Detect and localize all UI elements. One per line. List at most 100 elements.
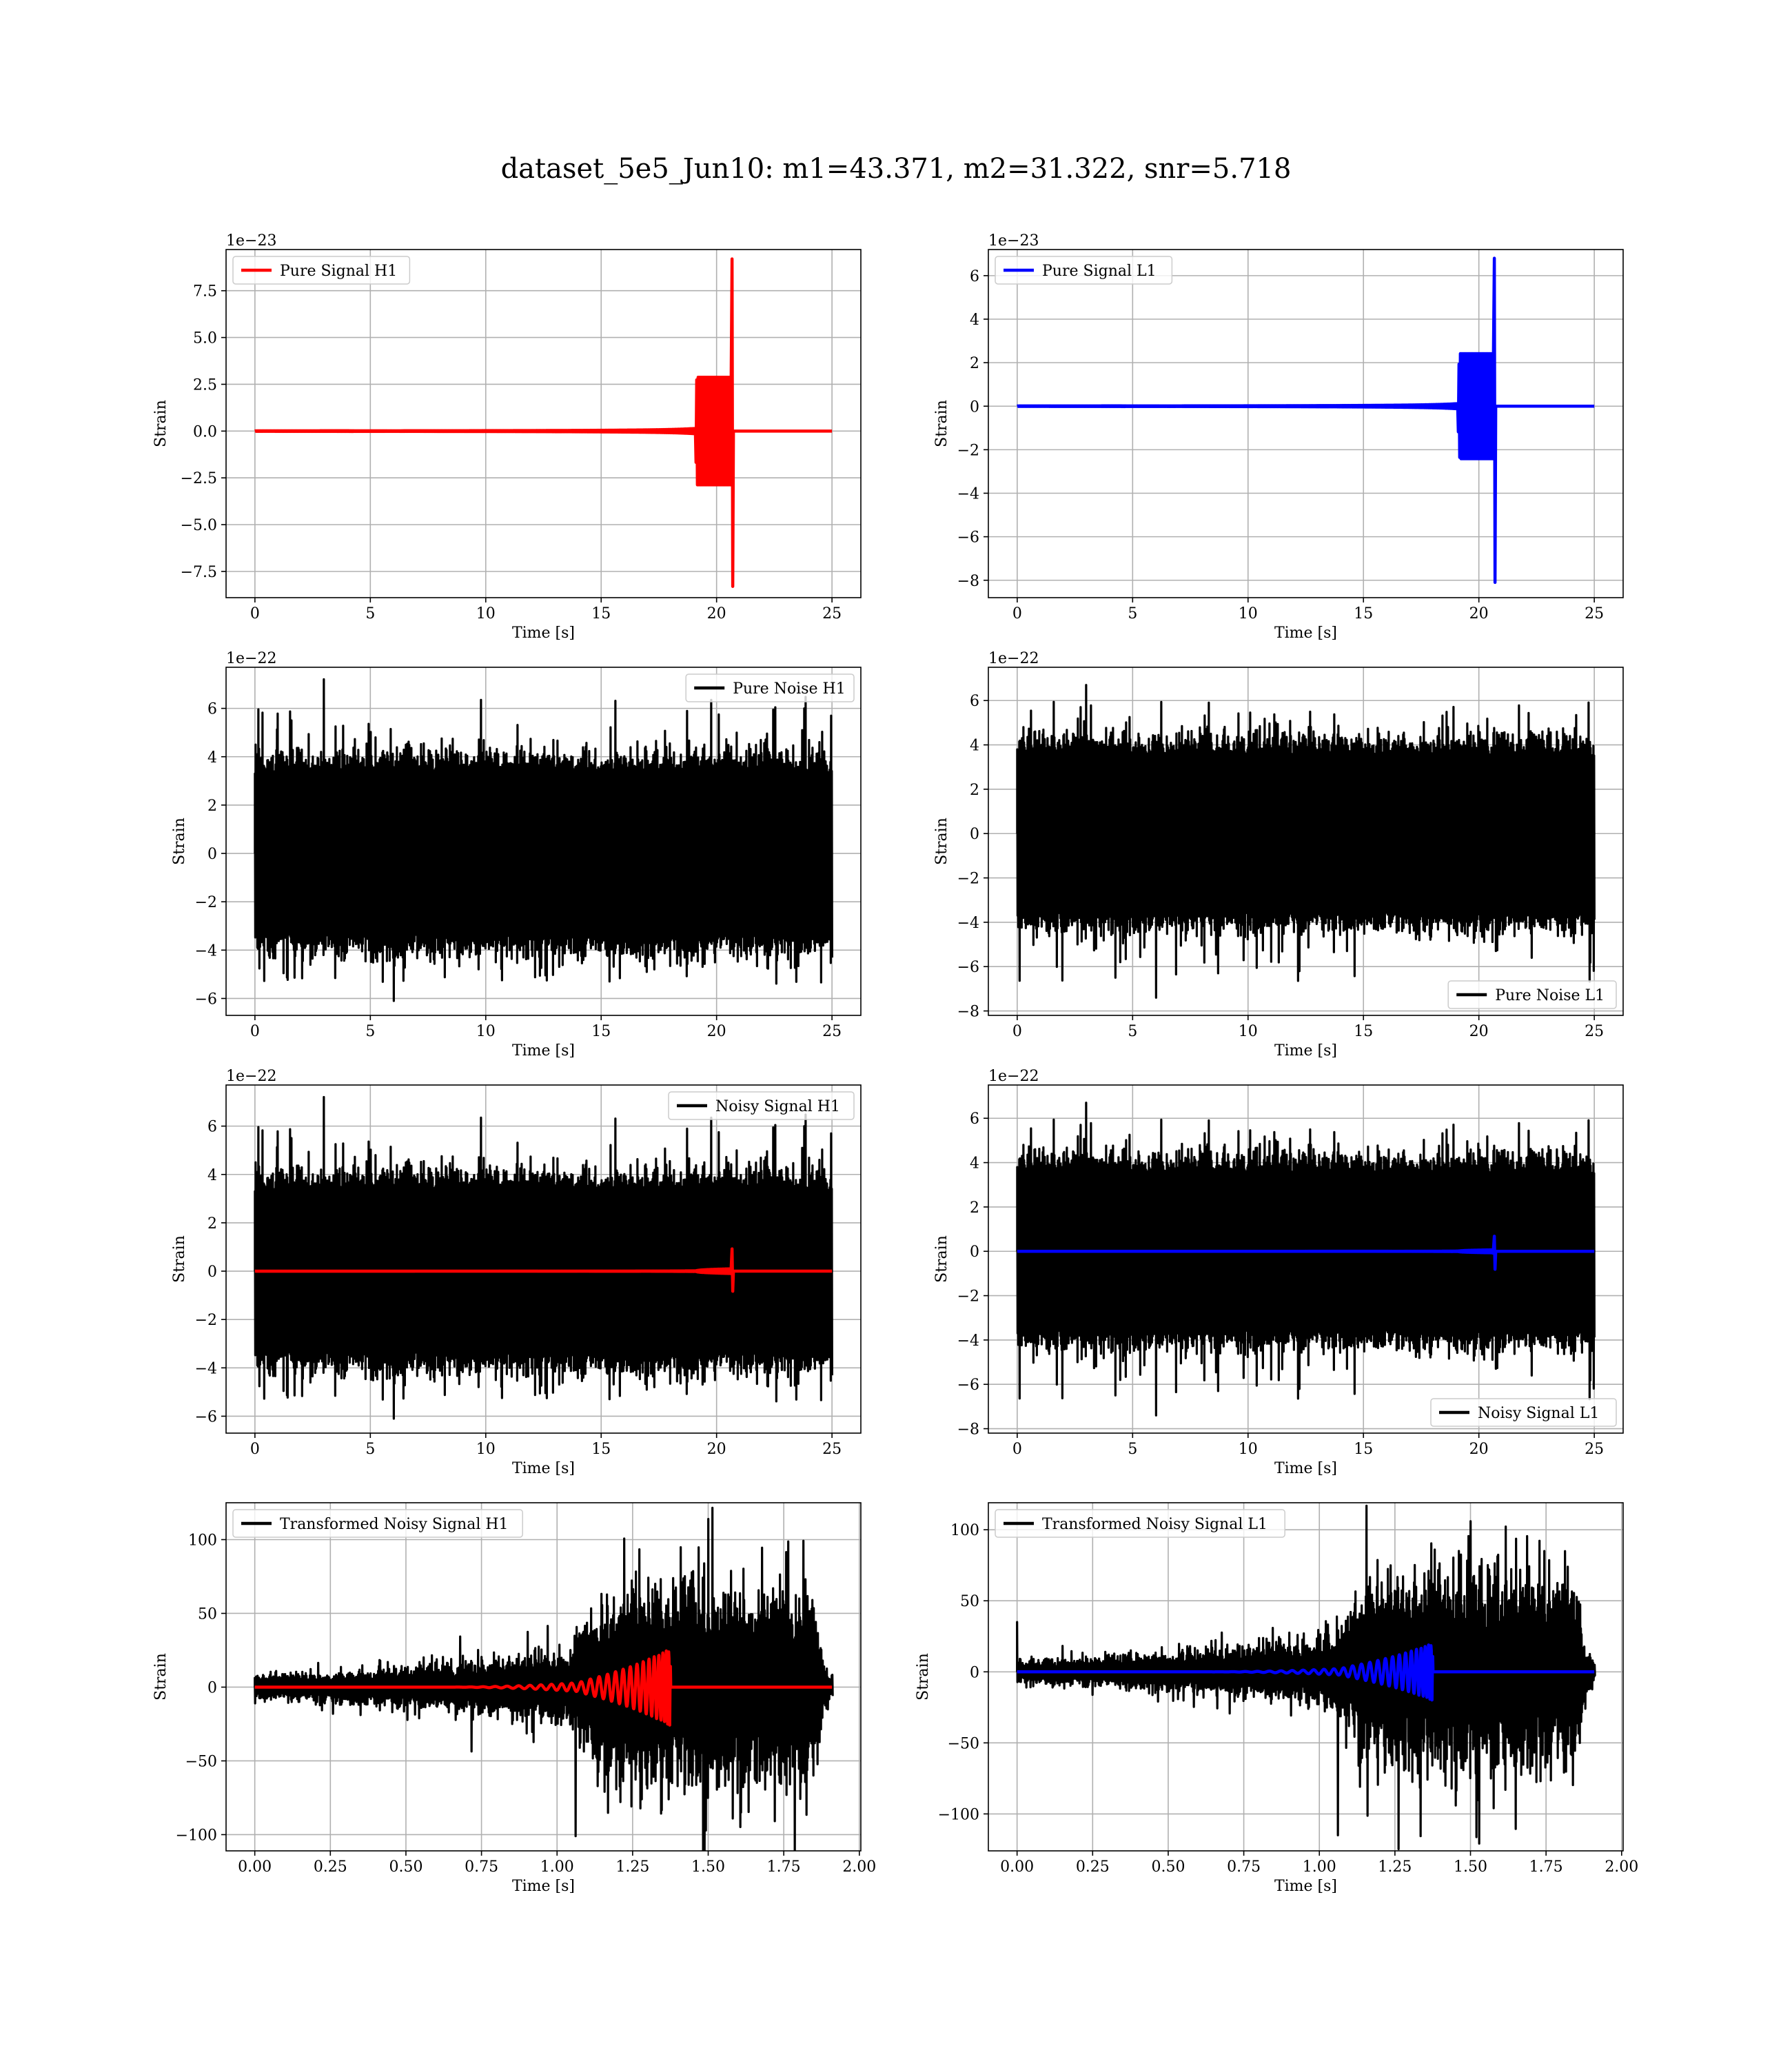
y-tick-label: −6 [195,1408,217,1426]
y-tick-label: 5.0 [193,330,217,347]
y-offset-text: 1e−22 [226,650,276,667]
chart-panel-7: 0.00 0.25 0.50 0.75 1.00 1.25 1.50 1.75 2.00 −100… [152,1502,876,1895]
x-tick-label: 15 [591,1023,611,1040]
series-group [1016,1504,1596,1850]
legend-label: Pure Noise H1 [733,680,846,698]
legend-label: Transformed Noisy Signal L1 [1042,1516,1267,1533]
series-group [1016,1102,1596,1417]
legend-box [1430,1398,1617,1427]
y-tick-label: −50 [948,1735,979,1752]
legend-label: Noisy Signal H1 [715,1098,840,1115]
y-tick-label: −6 [195,991,217,1008]
legend-box [1447,980,1617,1009]
x-tick-label: 5 [1128,1441,1137,1458]
y-tick-label: 0 [207,1679,217,1696]
chart-panel-3: 0 5 10 15 20 25 −6 −4 −2 0 2 4 6 Time [s] Strain 1e−22 P… [171,650,862,1060]
y-tick-label: −100 [176,1827,217,1844]
x-tick-label: 1.50 [691,1858,725,1876]
y-tick-label: 7.5 [193,283,217,301]
x-tick-label: 0.00 [1000,1858,1034,1876]
y-tick-label: 0 [970,1244,979,1261]
y-tick-label: 6 [207,701,217,718]
y-tick-label: −5.0 [181,517,217,534]
y-offset-text: 1e−22 [988,650,1039,667]
axes-frame [225,667,862,1016]
x-tick-label: 20 [1469,1023,1489,1040]
legend: Transformed Noisy Signal H1 [232,1509,523,1538]
x-axis-label: Time [s] [512,1460,575,1477]
legend: Transformed Noisy Signal L1 [995,1509,1285,1538]
x-tick-label: 0 [1012,1023,1022,1040]
chart-panel-1: 0 5 10 15 20 25 −7.5 −5.0 −2.5 0.0 2.5 5.0 7.5 Time [… [152,232,862,642]
chart-panel-5: 0 5 10 15 20 25 −6 −4 −2 0 2 4 6 Time [s] Strain 1e−22 N… [171,1068,862,1477]
legend-box [232,256,411,285]
x-tick-label: 0.00 [238,1858,272,1876]
series-group [1016,684,1596,999]
y-offset-text: 1e−22 [226,1068,276,1085]
x-tick-label: 0 [1012,605,1022,622]
axes-frame [225,1084,862,1434]
x-tick-label: 0 [250,1023,260,1040]
signal-trace [1016,256,1595,585]
x-tick-label: 1.00 [1303,1858,1336,1876]
y-tick-label: −8 [957,1421,979,1439]
chart-panel-6: 0 5 10 15 20 25 −8 −6 −4 −2 0 2 4 6 Time [s] Strain 1e−2… [933,1068,1624,1477]
y-tick-label: −6 [957,529,979,547]
x-axis-label: Time [s] [512,1878,575,1895]
x-tick-label: 25 [822,1023,842,1040]
series-group [254,257,833,588]
y-tick-label: −7.5 [181,564,217,581]
y-tick-label: −6 [957,959,979,976]
y-tick-label: 4 [207,749,217,767]
x-tick-label: 5 [365,1023,375,1040]
x-tick-label: 20 [707,1023,726,1040]
transformed-signal-trace [254,1649,833,1727]
y-tick-label: 2 [970,782,979,799]
legend: Noisy Signal H1 [668,1091,855,1120]
y-tick-label: 4 [207,1167,217,1184]
legend: Pure Noise H1 [685,673,855,702]
x-tick-label: 20 [1469,605,1489,622]
x-tick-label: 1.00 [540,1858,574,1876]
axes-frame [988,1084,1624,1434]
x-tick-label: 15 [591,1441,611,1458]
y-tick-label: −2 [195,894,217,911]
y-tick-label: −2 [195,1312,217,1329]
x-tick-label: 5 [1128,605,1137,622]
x-tick-label: 25 [822,605,842,622]
noise-core-band [254,775,833,932]
x-tick-label: 20 [707,1441,726,1458]
legend-box [995,1509,1285,1538]
y-offset-text: 1e−22 [988,1068,1039,1085]
series-group [254,1506,834,1851]
axes-frame [988,1502,1624,1852]
x-tick-label: 10 [476,1023,496,1040]
y-axis-label: Strain [171,818,188,865]
y-axis-label: Strain [171,1235,188,1283]
y-tick-label: 2 [207,1215,217,1233]
x-tick-label: 15 [1354,1441,1373,1458]
x-tick-label: 20 [1469,1441,1489,1458]
y-tick-label: −4 [195,1360,217,1377]
chart-panel-2: 0 5 10 15 20 25 −8 −6 −4 −2 0 2 4 6 Time [s] Strain 1e−2… [933,232,1624,642]
x-tick-label: 10 [1239,1441,1258,1458]
x-tick-label: 1.75 [767,1858,801,1876]
y-tick-label: 100 [950,1522,979,1539]
x-tick-label: 0.50 [389,1858,422,1876]
signal-trace [1016,1235,1595,1271]
y-tick-label: −50 [185,1753,217,1770]
y-tick-label: 50 [960,1593,979,1610]
legend-box [995,256,1173,285]
legend-label: Pure Signal H1 [280,263,397,280]
signal-trace [254,1247,833,1293]
x-tick-label: 0.75 [1227,1858,1261,1876]
legend: Pure Signal H1 [232,256,411,285]
y-tick-label: −2 [957,871,979,888]
transformed-signal-trace [1016,1643,1596,1702]
y-axis-label: Strain [915,1653,932,1701]
x-tick-label: 5 [365,1441,375,1458]
legend-box [685,673,855,702]
series-group [1016,256,1595,585]
